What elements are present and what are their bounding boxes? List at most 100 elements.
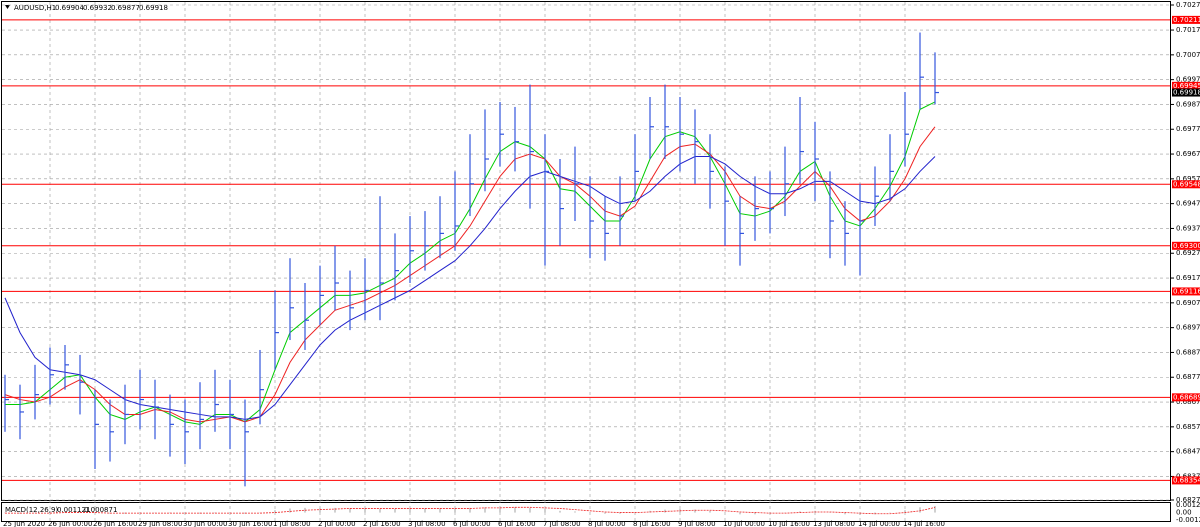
macd-bar: [754, 512, 756, 515]
level-tag: [1172, 287, 1200, 296]
x-tick-label: 2 Jul 16:00: [363, 520, 401, 527]
x-tick-label: 1 Jul 08:00: [273, 520, 311, 527]
macd-readout: 0.001121: [57, 506, 90, 514]
macd-bar: [604, 512, 606, 514]
level-tag: [1172, 476, 1200, 485]
macd-signal: [5, 506, 936, 515]
macd-bar: [574, 511, 576, 513]
level-label: 0.68689: [1173, 393, 1200, 401]
quote-value: 0.69932: [83, 4, 112, 12]
macd-bar: [619, 512, 621, 514]
x-tick-label: 25 Jun 2020: [3, 520, 45, 527]
x-tick-label: 9 Jul 08:00: [678, 520, 716, 527]
x-tick-label: 7 Jul 08:00: [543, 520, 581, 527]
macd-bar: [409, 508, 411, 513]
x-tick-label: 29 Jun 08:00: [138, 520, 182, 527]
x-tick-label: 30 Jun 16:00: [228, 520, 272, 527]
level-tag: [1172, 241, 1200, 250]
macd-tick-label: 0.001291: [1176, 501, 1200, 509]
macd-bar: [319, 507, 321, 513]
macd-bar: [349, 508, 351, 513]
macd-bar: [919, 507, 921, 513]
level-tag: [1172, 393, 1200, 402]
level-label: 0.69300: [1173, 242, 1200, 250]
level-tag: [1172, 180, 1200, 189]
level-tag: [1172, 81, 1200, 90]
macd-bar: [694, 509, 696, 513]
macd-bar: [739, 512, 741, 515]
y-tick-label: 0.68275: [1176, 496, 1200, 504]
macd-bar: [424, 508, 426, 513]
x-tick-label: 8 Jul 00:00: [588, 520, 626, 527]
main-panel: [1, 1, 1171, 501]
macd-title: MACD(12,26,9): [5, 506, 58, 514]
macd-bar: [334, 507, 336, 513]
moving-average: [4, 126, 936, 423]
x-tick-label: 8 Jul 16:00: [633, 520, 671, 527]
macd-bar: [289, 508, 291, 513]
macd-bar: [379, 509, 381, 513]
macd-bar: [709, 510, 711, 513]
x-tick-label: 26 Jun 16:00: [93, 520, 137, 527]
macd-bar: [499, 506, 501, 513]
y-tick-label: 0.70271: [1176, 1, 1200, 9]
x-tick-label: 6 Jul 00:00: [453, 520, 491, 527]
current-price-label: 0.69918: [1173, 89, 1200, 97]
macd-panel: [1, 502, 1171, 522]
x-tick-label: 26 Jun 00:00: [48, 520, 92, 527]
level-tag: [1172, 15, 1200, 24]
level-label: 0.70211: [1173, 16, 1200, 24]
macd-bar: [514, 507, 516, 513]
x-tick-label: 14 Jul 16:00: [903, 520, 945, 527]
x-tick-label: 14 Jul 00:00: [858, 520, 900, 527]
macd-readout: 0.000871: [84, 506, 117, 514]
macd-bar: [439, 508, 441, 513]
level-label: 0.69116: [1173, 287, 1200, 295]
x-tick-label: 3 Jul 08:00: [408, 520, 446, 527]
x-tick-label: 6 Jul 16:00: [498, 520, 536, 527]
macd-bar: [859, 512, 861, 515]
macd-tick-label: -0.00127: [1176, 516, 1200, 524]
macd-bar: [934, 505, 936, 513]
macd-bar: [454, 508, 456, 513]
macd-bar: [904, 510, 906, 513]
x-tick-label: 2 Jul 00:00: [318, 520, 356, 527]
macd-bar: [544, 509, 546, 513]
x-tick-label: 30 Jun 00:00: [183, 520, 227, 527]
level-label: 0.69548: [1173, 180, 1200, 188]
macd-bar: [484, 507, 486, 513]
level-label: 0.69945: [1173, 82, 1200, 90]
macd-bar: [529, 507, 531, 513]
quote-value: 0.69877: [111, 4, 140, 12]
macd-bar: [559, 510, 561, 513]
macd-bar: [274, 510, 276, 513]
menu-arrow[interactable]: [5, 5, 10, 9]
macd-bar: [364, 508, 366, 513]
x-tick-label: 10 Jul 00:00: [723, 520, 765, 527]
macd-bar: [394, 509, 396, 513]
macd-tick-label: 0.00: [1176, 509, 1192, 517]
macd-bar: [799, 511, 801, 513]
x-tick-label: 10 Jul 16:00: [768, 520, 810, 527]
quote-value: 0.69904: [55, 4, 84, 12]
level-label: 0.68354: [1173, 476, 1200, 484]
macd-bar: [469, 507, 471, 513]
quote-value: 0.69918: [139, 4, 168, 12]
symbol-title: AUDUSD,H1: [14, 4, 56, 12]
